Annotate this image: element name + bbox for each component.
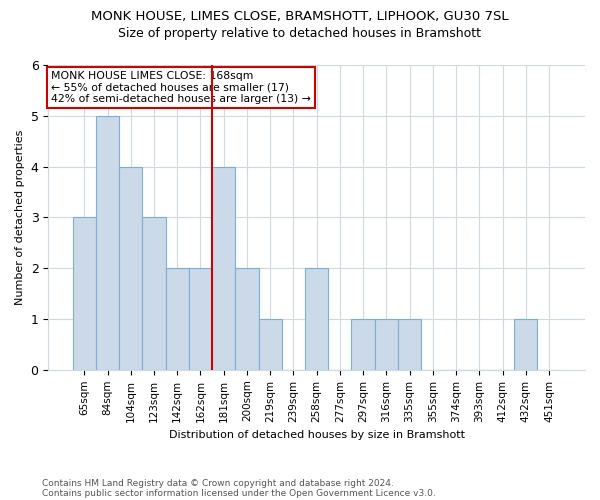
Bar — [259, 319, 282, 370]
Text: Contains public sector information licensed under the Open Government Licence v3: Contains public sector information licen… — [42, 488, 436, 498]
Bar — [235, 268, 259, 370]
Bar — [514, 319, 538, 370]
Bar — [166, 268, 189, 370]
Bar — [119, 166, 142, 370]
Bar — [142, 218, 166, 370]
Text: MONK HOUSE LIMES CLOSE: 168sqm
← 55% of detached houses are smaller (17)
42% of : MONK HOUSE LIMES CLOSE: 168sqm ← 55% of … — [51, 71, 311, 104]
Bar — [305, 268, 328, 370]
Text: Size of property relative to detached houses in Bramshott: Size of property relative to detached ho… — [119, 28, 482, 40]
Text: Contains HM Land Registry data © Crown copyright and database right 2024.: Contains HM Land Registry data © Crown c… — [42, 478, 394, 488]
Bar — [189, 268, 212, 370]
Bar — [212, 166, 235, 370]
Bar — [352, 319, 375, 370]
Bar — [73, 218, 96, 370]
Bar — [398, 319, 421, 370]
Text: MONK HOUSE, LIMES CLOSE, BRAMSHOTT, LIPHOOK, GU30 7SL: MONK HOUSE, LIMES CLOSE, BRAMSHOTT, LIPH… — [91, 10, 509, 23]
Bar — [375, 319, 398, 370]
Bar — [96, 116, 119, 370]
Y-axis label: Number of detached properties: Number of detached properties — [15, 130, 25, 305]
X-axis label: Distribution of detached houses by size in Bramshott: Distribution of detached houses by size … — [169, 430, 464, 440]
